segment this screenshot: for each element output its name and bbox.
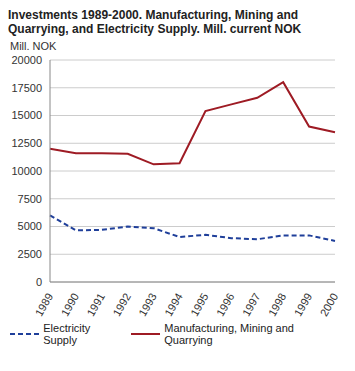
svg-text:17500: 17500 <box>11 82 42 94</box>
svg-text:5000: 5000 <box>18 220 42 232</box>
html-text:Electricity Supply: Electricity Supply <box>43 322 91 346</box>
svg-text:1994: 1994 <box>162 291 185 318</box>
svg-text:2500: 2500 <box>18 248 42 260</box>
svg-text:0: 0 <box>36 276 42 288</box>
svg-text:1996: 1996 <box>214 291 237 318</box>
svg-text:1995: 1995 <box>188 291 211 318</box>
html-text:Mill. NOK: Mill. NOK <box>10 40 57 52</box>
svg-text:1993: 1993 <box>136 291 159 318</box>
svg-text:12500: 12500 <box>11 137 42 149</box>
svg-text:10000: 10000 <box>11 165 42 177</box>
svg-text:1989: 1989 <box>33 291 56 318</box>
svg-text:7500: 7500 <box>18 193 42 205</box>
svg-text:1997: 1997 <box>240 291 263 318</box>
html-text:Investments 1989-2000. Manufac: Investments 1989-2000. Manufacturing, Mi… <box>8 8 302 36</box>
svg-text:2000: 2000 <box>318 291 341 318</box>
svg-text:20000: 20000 <box>11 54 42 66</box>
html-text:Manufacturing, Mining and Quar: Manufacturing, Mining and Quarrying <box>164 322 294 346</box>
svg-text:1990: 1990 <box>58 291 81 318</box>
svg-text:1999: 1999 <box>292 291 315 318</box>
svg-text:15000: 15000 <box>11 109 42 121</box>
svg-text:1991: 1991 <box>84 291 107 318</box>
svg-text:1998: 1998 <box>266 291 289 318</box>
svg-text:1992: 1992 <box>110 291 133 318</box>
